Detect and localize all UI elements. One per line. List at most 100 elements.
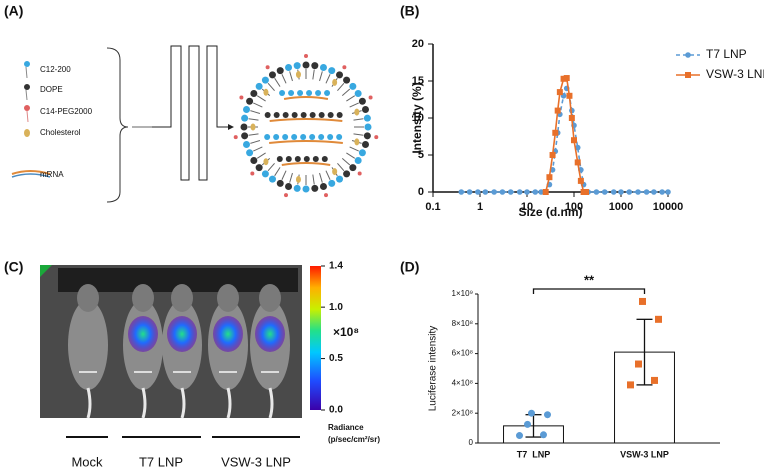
- lipid-head: [293, 184, 301, 192]
- point: [626, 189, 633, 195]
- lipid-tail: [341, 158, 351, 166]
- lipid-head: [354, 157, 362, 165]
- point: [560, 75, 567, 82]
- x-tick-label: 0.1: [425, 201, 440, 213]
- signal: [128, 316, 158, 352]
- point: [458, 189, 465, 195]
- lipid-head: [250, 157, 258, 165]
- point: [574, 144, 581, 151]
- lipid-tail: [337, 162, 345, 172]
- lipid-tail: [337, 82, 345, 92]
- point: [475, 189, 481, 195]
- lipid-head: [328, 67, 336, 75]
- lipid-head: [302, 61, 310, 69]
- lipid-tail: [325, 170, 331, 180]
- lipid-tail: [248, 118, 259, 121]
- inner-lipid: [282, 112, 289, 118]
- colorbar-tick-label: 0.5: [329, 353, 343, 364]
- lipid-tail: [289, 172, 293, 183]
- component-label: DOPE: [40, 85, 63, 94]
- colorbar-title: Radiance: [328, 423, 364, 432]
- point: [639, 297, 646, 305]
- lipid-head: [311, 184, 319, 192]
- point: [482, 189, 489, 195]
- colorbar-units: (p/sec/cm²/sr): [328, 435, 380, 444]
- lipid-tail: [346, 152, 356, 159]
- peg: [368, 95, 373, 100]
- inner-lipid: [294, 156, 301, 162]
- peg: [374, 135, 379, 140]
- y-tick-label: 20: [412, 38, 424, 50]
- lipid-head: [241, 114, 249, 122]
- point: [582, 189, 589, 195]
- y-tick-label: 2×10⁸: [452, 408, 473, 417]
- y-tick-label: 5: [418, 149, 424, 161]
- inner-lipid: [336, 112, 343, 118]
- lipid-head: [343, 76, 351, 84]
- lipid-tail: [253, 102, 263, 108]
- colorbar-scale: ×10⁸: [333, 325, 359, 339]
- inner-lipid: [276, 156, 283, 162]
- lipid-tail: [319, 172, 323, 183]
- lipid-head: [328, 179, 336, 187]
- cholesterol: [295, 71, 301, 79]
- mouse-head: [217, 284, 239, 312]
- inner-lipid: [282, 134, 289, 140]
- lipid-head: [358, 149, 366, 157]
- lipid-head: [363, 132, 371, 140]
- y-axis-label: Luciferase intensity: [428, 326, 439, 412]
- lipid-tail: [349, 102, 359, 108]
- point: [635, 360, 642, 368]
- point: [665, 189, 671, 195]
- point: [627, 381, 634, 389]
- y-tick-label: 0: [469, 438, 474, 447]
- lipid-head: [361, 106, 369, 114]
- lipid-head: [349, 164, 357, 172]
- point: [540, 431, 547, 439]
- cholesterol: [263, 88, 269, 96]
- point: [651, 376, 658, 384]
- point: [563, 75, 570, 82]
- lipid-tail: [353, 118, 364, 121]
- point: [546, 174, 553, 181]
- lipid-tail: [319, 71, 323, 82]
- lipid-tail: [256, 152, 266, 159]
- point: [516, 432, 523, 440]
- signal: [167, 316, 197, 352]
- panel-label: (B): [400, 3, 419, 19]
- mouse-head: [171, 284, 193, 312]
- peg: [265, 65, 270, 70]
- icon: [24, 84, 30, 90]
- point: [659, 189, 665, 195]
- y-tick-label: 8×10⁸: [452, 319, 473, 328]
- lipid-head: [255, 164, 263, 172]
- lipid-head: [241, 132, 249, 140]
- lipid-head: [246, 97, 254, 105]
- lipid-head: [361, 140, 369, 148]
- y-axis-label: Intensity (%): [410, 82, 424, 153]
- group-label: Mock: [71, 454, 103, 469]
- inner-lipid: [279, 90, 286, 96]
- inner-lipid: [273, 112, 280, 118]
- inner-lipid: [291, 112, 298, 118]
- lipid-head: [276, 67, 284, 75]
- lipid-head: [319, 64, 327, 72]
- point: [516, 189, 523, 195]
- point: [499, 189, 506, 195]
- lipid-head: [349, 82, 357, 90]
- point: [491, 189, 497, 195]
- lipid-tail: [250, 110, 261, 114]
- y-tick-label: 6×10⁸: [452, 349, 473, 358]
- y-tick-label: 4×10⁸: [452, 379, 473, 388]
- lipid-head: [285, 182, 293, 190]
- inner-lipid: [297, 90, 304, 96]
- icon: [11, 170, 51, 175]
- lnp-drawing: [233, 54, 379, 198]
- lipid-head: [343, 170, 351, 178]
- significance-label: **: [584, 272, 595, 287]
- point: [552, 129, 559, 136]
- cholesterol: [295, 175, 301, 183]
- x-tick-label: 1000: [609, 201, 633, 213]
- point: [568, 115, 575, 121]
- icon: [26, 110, 29, 123]
